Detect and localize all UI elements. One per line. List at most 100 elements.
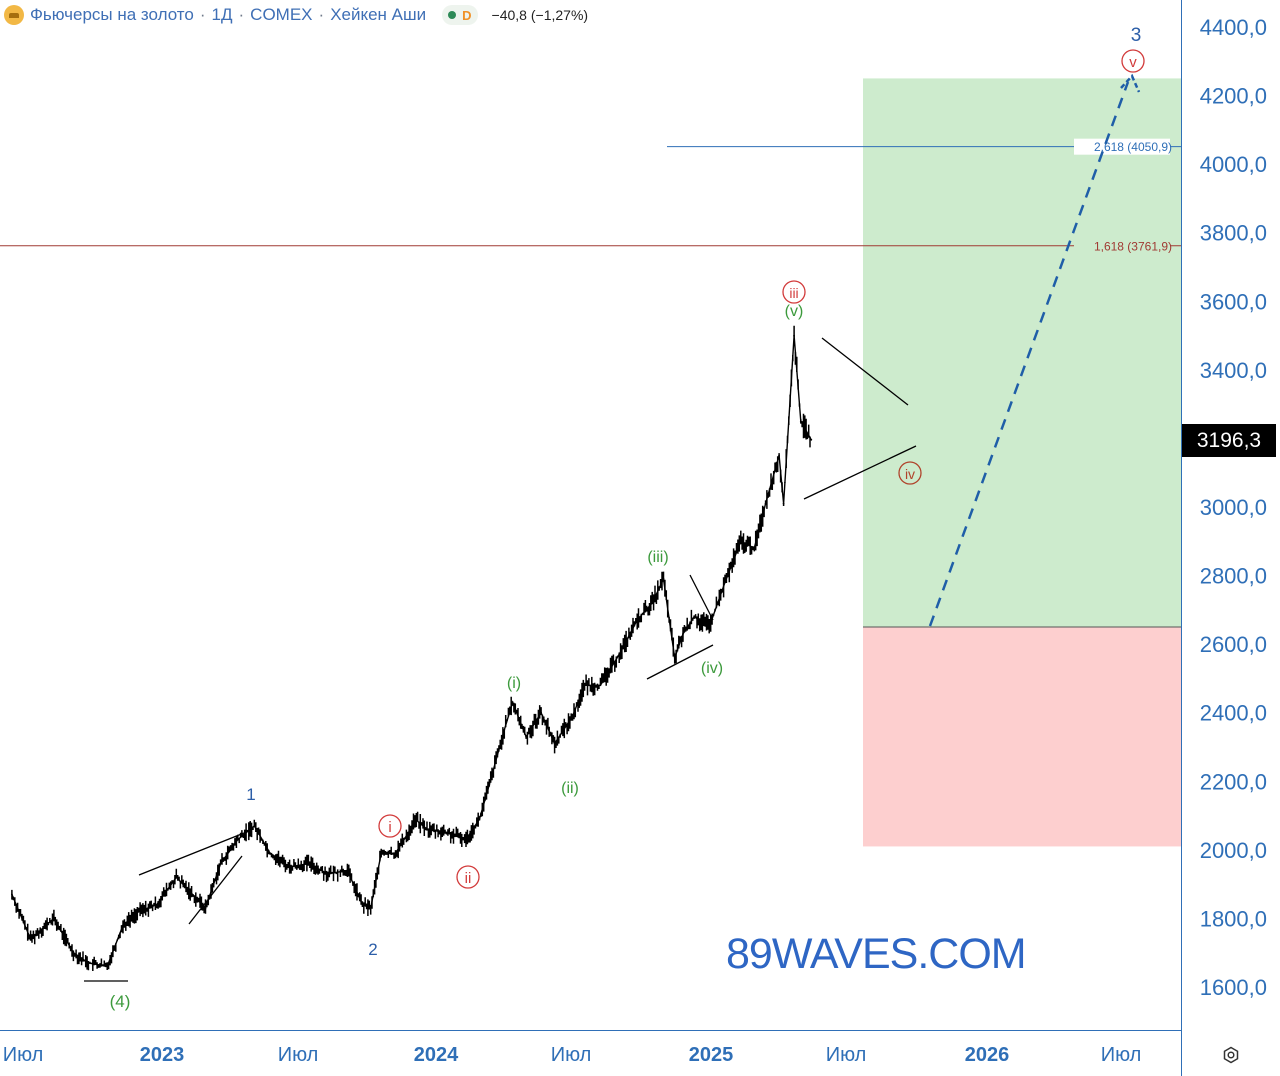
price-tick-label: 4400,0 [1200, 15, 1267, 40]
price-point [525, 735, 527, 738]
price-tick-label: 3600,0 [1200, 289, 1267, 314]
svg-text:v: v [1129, 54, 1137, 71]
time-tick-label: Июл [278, 1044, 319, 1066]
svg-text:iv: iv [905, 466, 915, 482]
price-point [137, 910, 140, 913]
market-status-pill[interactable]: D [442, 5, 478, 25]
price-point [778, 454, 780, 457]
price-axis[interactable]: 4400,0 4200,0 4000,0 3800,0 3600,0 3400,0 3000… [1200, 15, 1267, 1000]
wave-label-minute-iii: (iii) [647, 549, 668, 566]
current-price-badge: 3196,3 [1182, 424, 1276, 457]
price-point [465, 838, 467, 841]
price-point [414, 818, 416, 820]
svg-text:ii: ii [465, 870, 472, 887]
price-point [764, 502, 767, 505]
wave-label-minute-iv: (iv) [701, 660, 723, 677]
svg-text:i: i [388, 819, 391, 836]
price-tick-label: 2600,0 [1200, 632, 1267, 657]
price-point [307, 862, 310, 865]
fib-level-label: 1,618 (3761,9) [1094, 239, 1172, 253]
price-point [253, 825, 256, 827]
chart-style[interactable]: Хейкен Аши [330, 5, 427, 24]
wave-label-circled-i: i [378, 814, 402, 838]
time-tick-label: Июл [551, 1044, 592, 1066]
price-tick-label: 2200,0 [1200, 769, 1267, 794]
price-point [219, 862, 222, 865]
price-point [122, 924, 124, 927]
price-point [204, 907, 207, 909]
price-point [503, 729, 506, 731]
wave-label-circled-iii: iii [782, 280, 806, 304]
price-tick-label: 2800,0 [1200, 564, 1267, 589]
price-point [651, 602, 654, 604]
time-tick-year: 2025 [689, 1044, 734, 1066]
wave-label-minute-ii: (ii) [561, 780, 579, 797]
wave-label-minute-i: (i) [507, 675, 521, 692]
price-tick-label: 2400,0 [1200, 701, 1267, 726]
symbol-name[interactable]: Фьючерсы на золото [30, 5, 194, 24]
price-point [72, 951, 75, 954]
price-point [583, 684, 586, 687]
projection-arrowhead [1120, 73, 1141, 93]
price-point [673, 657, 676, 659]
price-point [269, 852, 271, 855]
price-point [739, 540, 742, 543]
wave-label-primary-2: 2 [368, 940, 377, 959]
wave-label-minute-v: (v) [785, 303, 804, 320]
market-open-dot-icon [448, 11, 457, 19]
gear-icon[interactable] [1219, 1043, 1243, 1067]
wave-label-circled-iv: iv [898, 461, 922, 485]
price-point [511, 701, 514, 704]
time-tick-year: 2023 [140, 1044, 185, 1066]
price-point [346, 869, 349, 872]
price-point [571, 715, 574, 717]
svg-text:iii: iii [789, 285, 798, 301]
price-tick-label: 3000,0 [1200, 495, 1267, 520]
price-point [29, 938, 32, 940]
stop-zone [863, 626, 1181, 847]
price-point [327, 873, 329, 875]
time-tick-year: 2024 [414, 1044, 459, 1066]
wave-label-minute-4: (4) [110, 992, 131, 1011]
price-point [426, 828, 428, 831]
price-point [53, 917, 55, 920]
price-tick-label: 3800,0 [1200, 221, 1267, 246]
price-tick-label: 3400,0 [1200, 358, 1267, 383]
price-point [361, 903, 364, 906]
price-point [682, 633, 684, 635]
price-point [445, 831, 448, 834]
projection-line [928, 81, 1130, 627]
price-point [155, 903, 158, 906]
price-point [799, 420, 802, 423]
price-point [478, 818, 481, 820]
fib-label-bg [1074, 237, 1170, 254]
price-point [618, 653, 621, 656]
price-point [288, 866, 291, 868]
target-zone [863, 78, 1181, 627]
price-point [553, 742, 556, 745]
watermark: 89WAVES.COM [726, 930, 1027, 978]
timeframe[interactable]: 1Д [211, 5, 233, 24]
price-point [753, 547, 756, 549]
price-point [394, 852, 397, 855]
wave-label-circled-ii: ii [456, 865, 480, 889]
price-point [488, 783, 491, 786]
price-point [693, 615, 696, 618]
price-point [708, 626, 711, 628]
price-point [369, 907, 372, 909]
price-tick-label: 1800,0 [1200, 906, 1267, 931]
separator: · [318, 5, 325, 24]
time-tick-label: Июл [3, 1044, 44, 1066]
price-point [194, 897, 197, 899]
trendline [803, 445, 917, 500]
time-tick-label: Июл [1101, 1044, 1142, 1066]
price-point [380, 852, 383, 855]
data-badge: D [462, 7, 472, 23]
price-tick-label: 1600,0 [1200, 975, 1267, 1000]
exchange: COMEX [250, 5, 313, 24]
price-point [793, 334, 795, 337]
price-candles[interactable] [11, 325, 811, 971]
time-axis[interactable]: Июл 2023 Июл 2024 Июл 2025 Июл 2026 Июл [3, 1044, 1142, 1066]
trendlines [84, 337, 917, 982]
